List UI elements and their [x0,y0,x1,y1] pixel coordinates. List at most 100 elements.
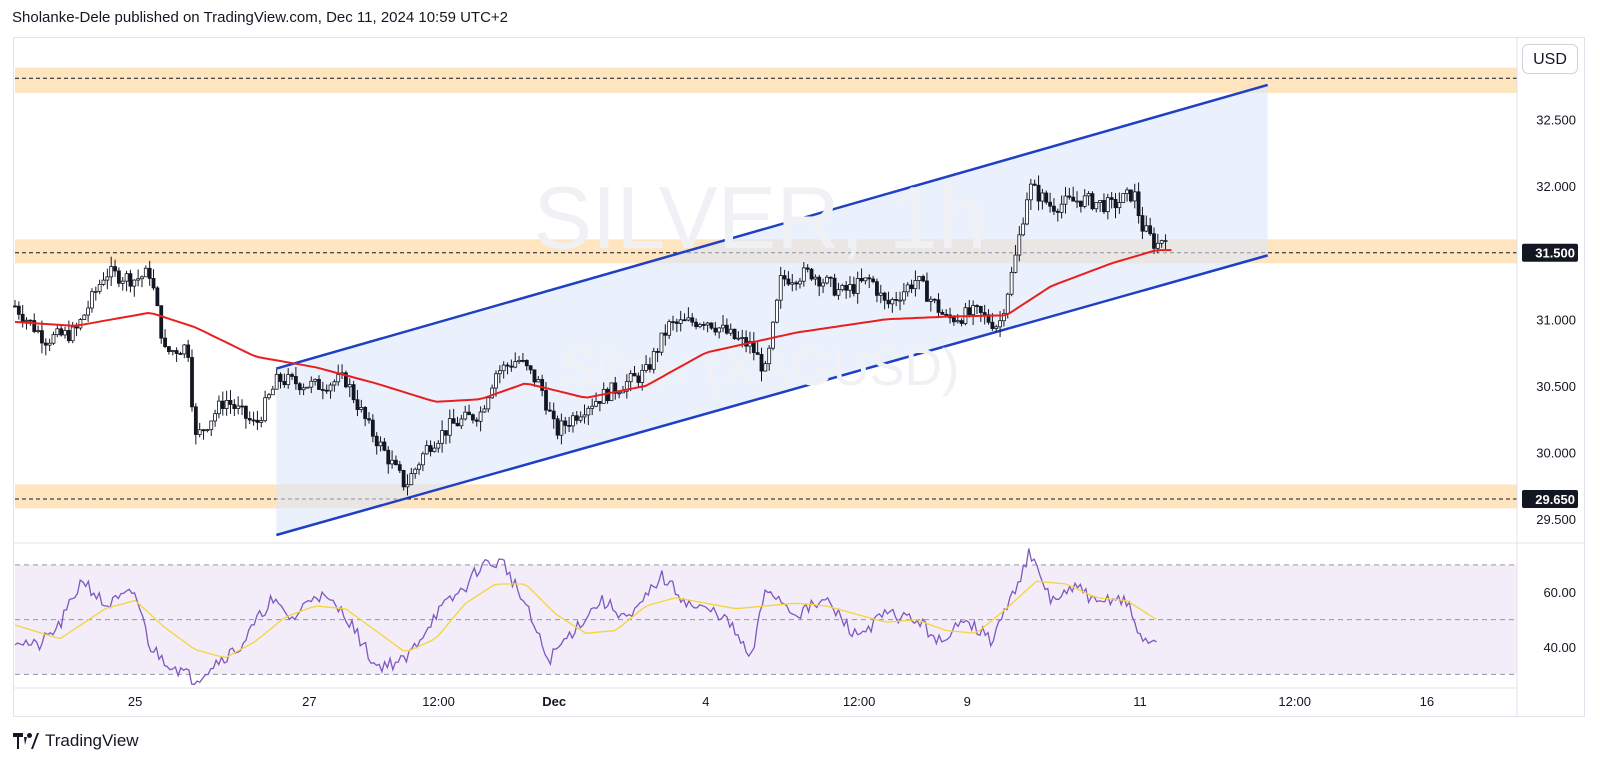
candle-body [759,354,764,372]
candle-body [16,305,21,315]
candle-body [1063,195,1068,205]
candle-body [898,299,902,302]
candle-body [497,370,502,375]
candle-body [66,330,71,342]
candle-body [209,420,214,431]
chart-frame [13,37,1585,717]
channel-lower-line[interactable] [276,254,1269,537]
candle-body [440,430,445,444]
rsi-line[interactable] [14,548,1157,686]
candle-body [55,328,60,336]
price-label-text: 31.500 [1535,246,1575,261]
candle-body [105,276,110,281]
candle-body [467,411,471,416]
candle-body [1025,199,1029,225]
candle-body [786,278,791,285]
candle-body [182,344,187,355]
candle-body [975,305,979,307]
candle-body [1009,271,1014,295]
candle-body [744,337,749,347]
candle-body [51,334,56,344]
candle-body [1017,234,1022,256]
candle-body [578,416,583,421]
candle-body [190,357,194,408]
candle-body [420,453,425,466]
candle-body [459,418,464,427]
ma-line[interactable] [14,249,1172,403]
time-tick-label: 27 [302,694,316,709]
candle-body [424,445,429,455]
candle-body [763,363,768,372]
rsi-ma-line[interactable] [14,580,1157,659]
candle-body [636,375,641,383]
candle-body [274,373,279,390]
candle-body [290,374,294,377]
candle-body [767,347,772,365]
time-tick-label: Dec [542,694,566,709]
candle-body [305,386,310,389]
candle-body [1094,202,1099,210]
zone-band-2[interactable] [15,484,1517,509]
rsi-tick-label: 40.00 [1543,640,1576,655]
candle-body [1086,193,1091,197]
candle-body [282,381,287,386]
candle-body [825,276,829,284]
candle-body [782,275,787,280]
candle-body [955,320,960,323]
currency-button[interactable]: USD [1522,44,1578,74]
time-axis-ticks: 25 27 12:00 Dec 4 12:00 9 11 12:00 16 [128,694,1434,709]
channel-fill[interactable] [276,84,1268,536]
candle-body [201,429,206,432]
candle-body [651,351,656,370]
candle-body [644,364,648,371]
candle-body [93,290,98,293]
candle-body [871,278,875,283]
candle-body [1048,201,1052,207]
candle-body [590,405,595,409]
candle-body [1098,200,1103,203]
footer: TradingView [13,731,139,751]
candle-body [451,418,456,424]
candle-body [247,418,252,421]
candle-body [1109,197,1114,200]
candle-body [875,281,879,296]
candle-body [1163,240,1168,242]
candle-body [613,382,618,394]
time-tick-label: 11 [1133,694,1147,709]
candle-body [798,280,802,285]
candle-body [317,379,321,390]
time-tick-label: 9 [964,694,971,709]
candle-body [1152,233,1156,249]
candle-body [351,384,356,401]
candle-body [832,277,837,296]
tradingview-logo-icon[interactable] [13,733,39,749]
channel-upper-line[interactable] [276,83,1269,370]
candle-body [36,330,40,332]
candle-body [471,414,475,421]
time-tick-label: 12:00 [422,694,455,709]
watermark-title: SILVER, 1h [533,168,986,267]
candle-body [528,365,533,371]
candle-body [605,388,610,402]
zone-band-0[interactable] [15,67,1517,93]
candle-body [582,414,587,418]
candle-body [243,405,248,419]
candle-body [982,312,987,316]
candle-body [1028,183,1033,201]
candle-body [228,400,233,405]
candle-body [213,413,217,422]
footer-brand[interactable]: TradingView [45,731,139,750]
candle-body [297,383,302,391]
time-tick-label: 25 [128,694,142,709]
candle-body [640,369,645,383]
candle-body [517,359,521,363]
price-tick-label: 31.000 [1536,312,1576,327]
candle-body [428,445,433,452]
candle-body [101,279,106,285]
candle-body [628,373,633,383]
candle-body [736,337,741,340]
candle-body [363,407,368,420]
candle-body [886,299,891,305]
candle-body [1129,189,1133,202]
